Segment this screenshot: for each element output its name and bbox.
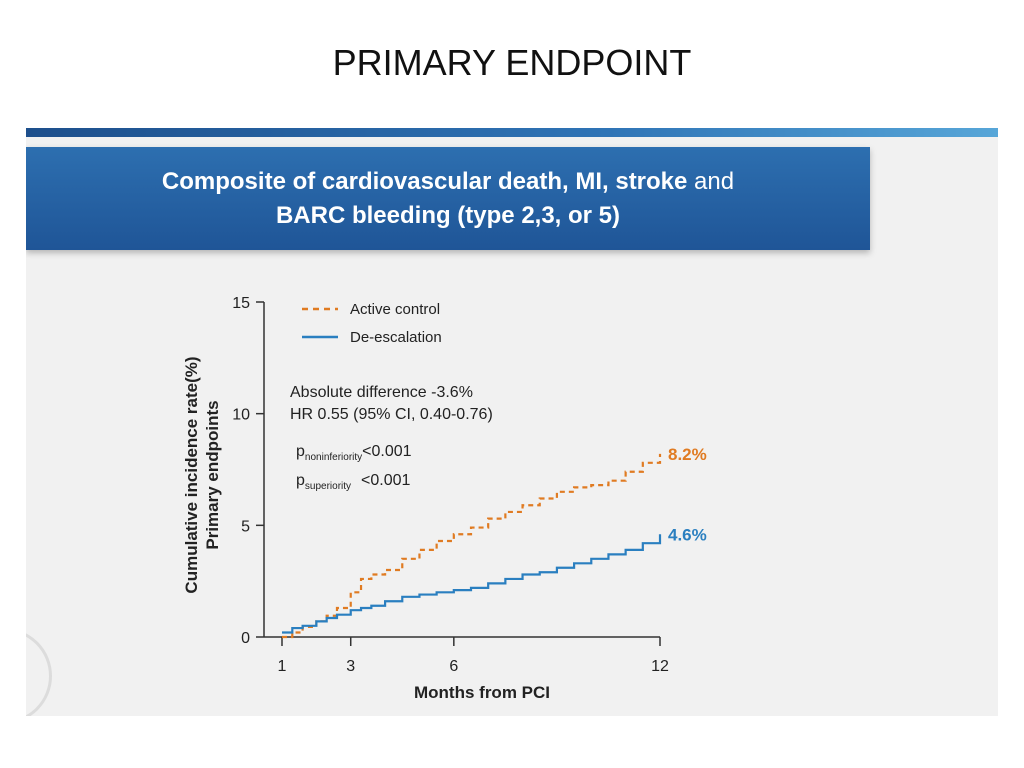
slide-title: PRIMARY ENDPOINT bbox=[332, 42, 692, 83]
annotation-absolute-difference: Absolute difference -3.6% bbox=[290, 384, 473, 401]
annotation-p-noninferiority: pnoninferiority<0.001 bbox=[296, 443, 412, 463]
endpoint-header-band: Composite of cardiovascular death, MI, s… bbox=[26, 147, 870, 250]
x-tick-label: 6 bbox=[449, 658, 458, 675]
y-axis-label-line2: Primary endpoints bbox=[203, 400, 222, 549]
p-sup-value: <0.001 bbox=[361, 472, 410, 489]
end-label-active-control: 8.2% bbox=[668, 445, 707, 464]
slide-image-panel: Composite of cardiovascular death, MI, s… bbox=[26, 128, 998, 716]
series-line-active-control bbox=[282, 453, 662, 639]
x-axis-label: Months from PCI bbox=[414, 683, 550, 702]
p-sup-symbol: p bbox=[296, 472, 305, 489]
annotation-hazard-ratio: HR 0.55 (95% CI, 0.40-0.76) bbox=[290, 406, 493, 423]
p-noninf-value: <0.001 bbox=[362, 443, 411, 460]
annotation-p-superiority: psuperiority <0.001 bbox=[296, 472, 411, 492]
y-tick-label: 0 bbox=[241, 630, 250, 647]
y-axis-label-line1: Cumulative incidence rate(%) bbox=[182, 356, 201, 593]
y-tick-label: 15 bbox=[232, 295, 250, 312]
legend-label-active-control: Active control bbox=[350, 301, 440, 318]
chart-axes: 0 5 10 15 1 3 6 12 bbox=[232, 295, 669, 675]
y-tick-label: 10 bbox=[232, 407, 250, 424]
header-line1-bold: Composite of cardiovascular death, MI, s… bbox=[161, 168, 688, 195]
chart-plot-area bbox=[282, 453, 662, 639]
series-line-de-escalation bbox=[282, 534, 662, 634]
end-label-de-escalation: 4.6% bbox=[668, 525, 707, 544]
endpoint-header-text: Composite of cardiovascular death, MI, s… bbox=[26, 165, 870, 233]
x-tick-label: 12 bbox=[651, 658, 669, 675]
p-sup-subscript: superiority bbox=[305, 481, 351, 492]
top-accent-bar bbox=[26, 128, 998, 137]
legend-label-de-escalation: De-escalation bbox=[350, 329, 442, 346]
header-line1-light: and bbox=[694, 168, 735, 195]
x-tick-label: 3 bbox=[346, 658, 355, 675]
p-noninf-subscript: noninferiority bbox=[305, 452, 362, 463]
p-noninf-symbol: p bbox=[296, 443, 305, 460]
x-tick-label: 1 bbox=[278, 658, 287, 675]
y-tick-label: 5 bbox=[241, 518, 250, 535]
header-line2: BARC bleeding (type 2,3, or 5) bbox=[275, 202, 621, 229]
